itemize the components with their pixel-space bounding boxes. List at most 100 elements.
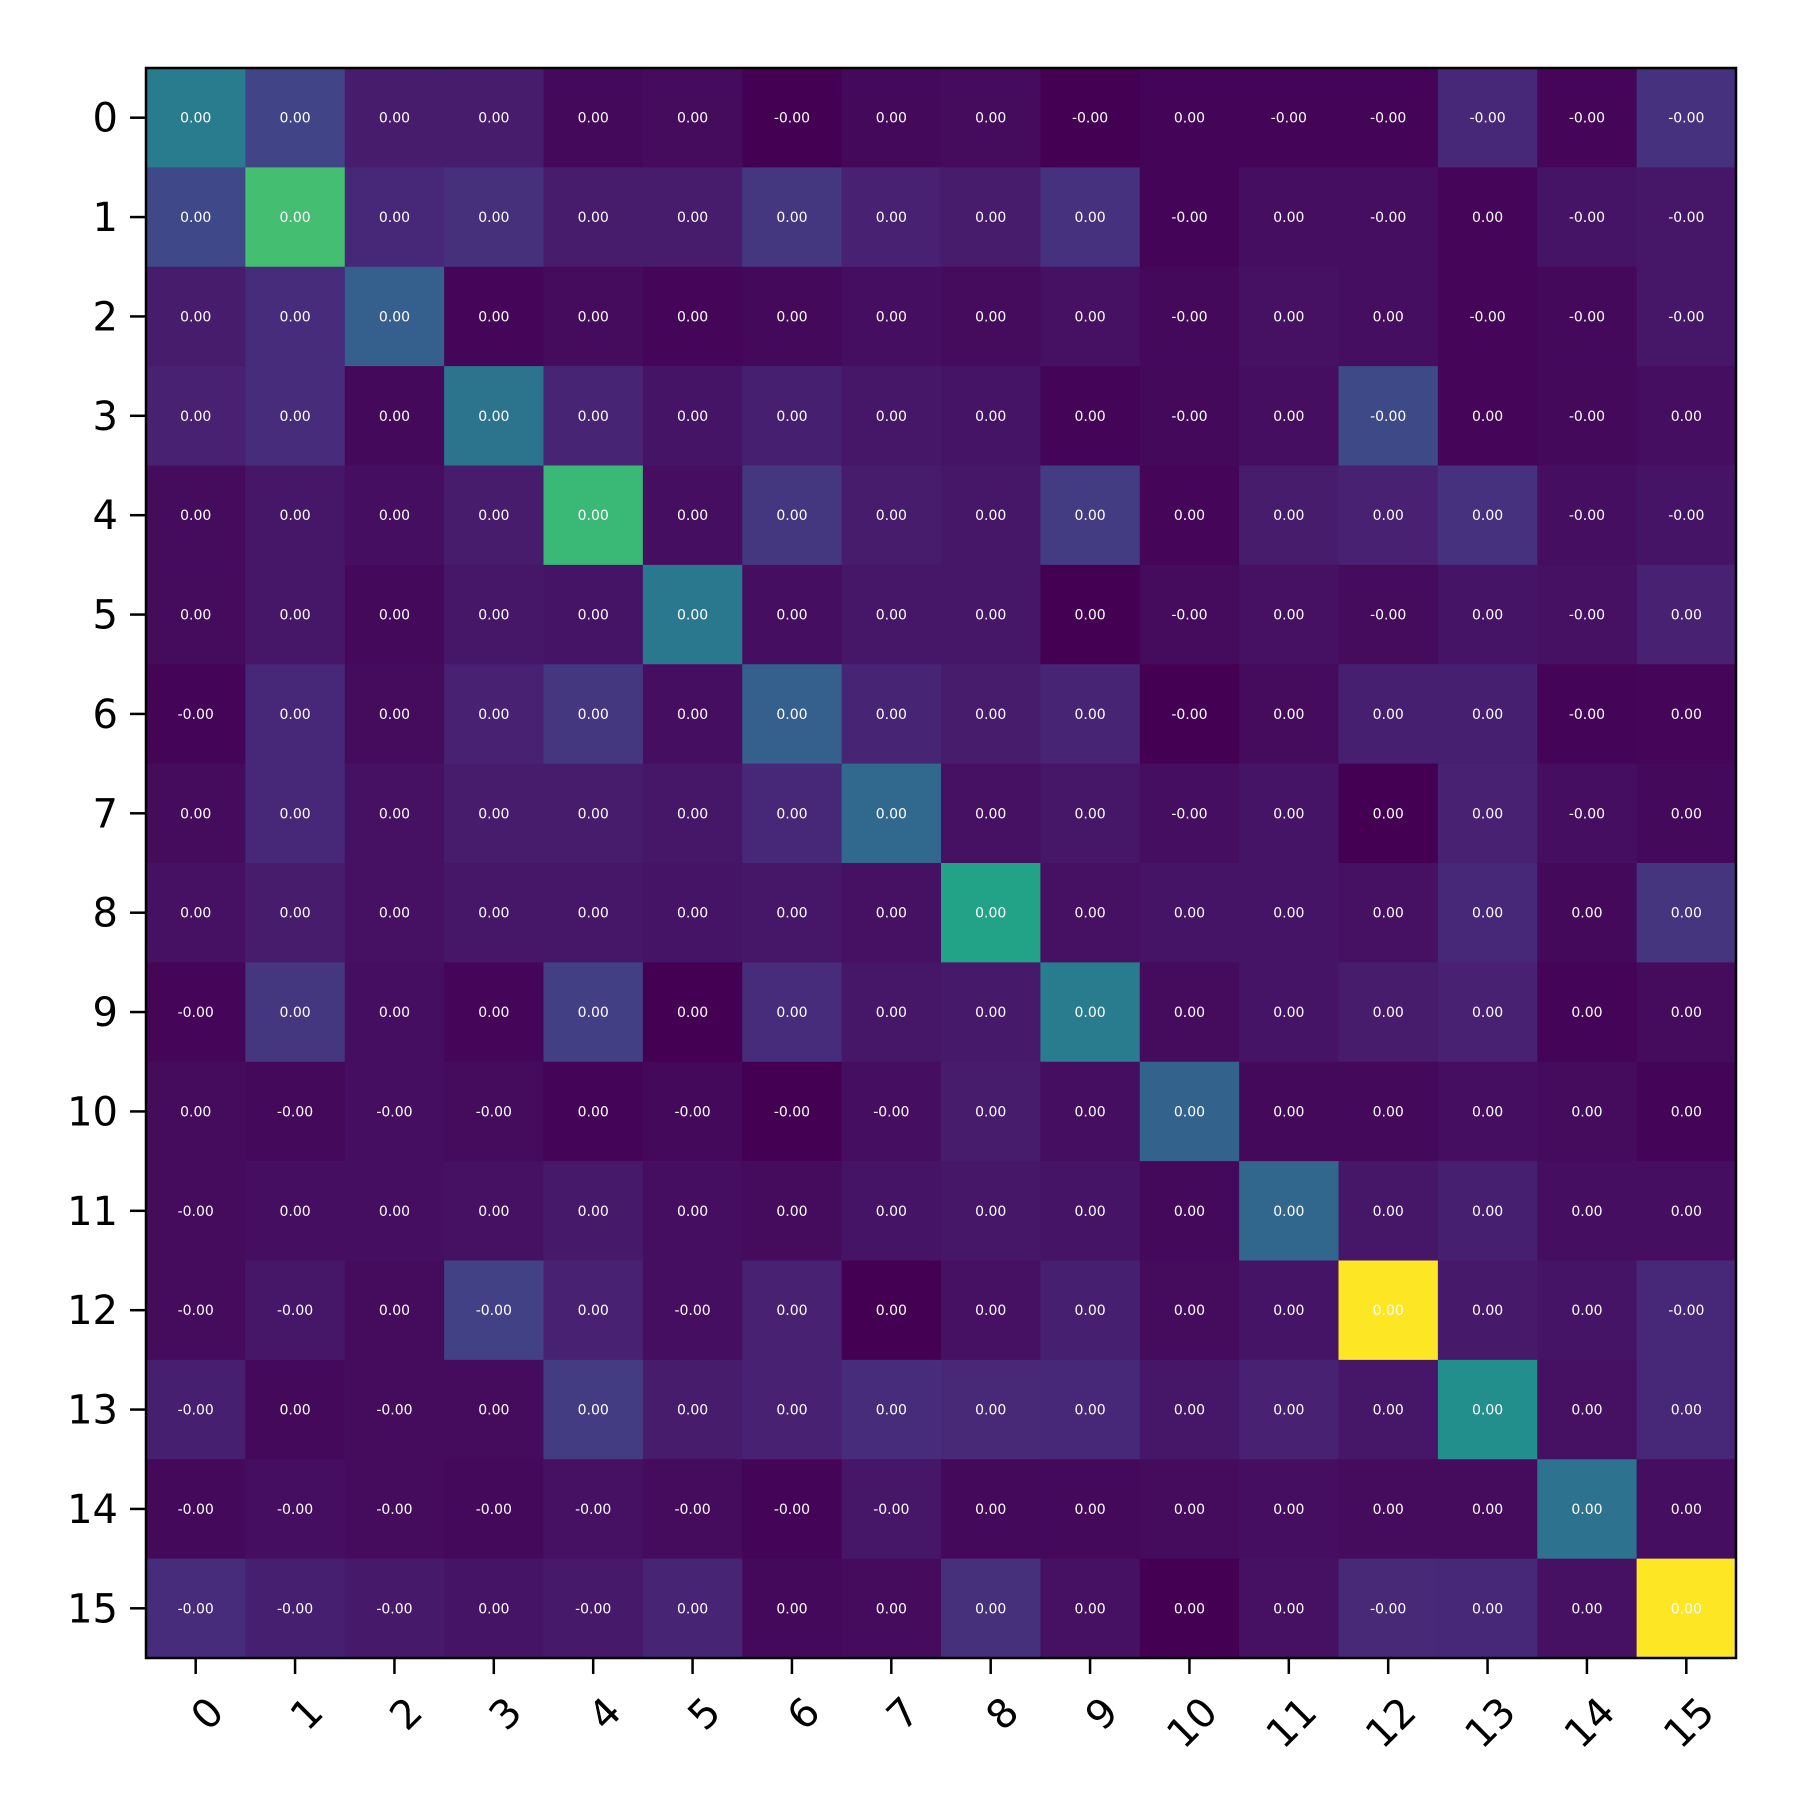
heatmap-cell (642, 1061, 743, 1162)
heatmap-cell (1338, 366, 1439, 466)
cell-value-label: 0.00 (1273, 806, 1304, 822)
heatmap-cell (146, 962, 246, 1063)
heatmap-cell (245, 68, 346, 168)
heatmap-cell (1239, 664, 1339, 765)
heatmap-cell (642, 564, 743, 665)
heatmap-cell (245, 366, 346, 466)
cell-value-label: 0.00 (975, 906, 1006, 922)
heatmap-cell (344, 1161, 445, 1261)
cell-value-label: 0.00 (975, 508, 1006, 524)
cell-value-label: 0.00 (1671, 1104, 1702, 1120)
heatmap-cell (245, 664, 346, 765)
cell-value-label: 0.00 (379, 309, 410, 325)
heatmap-cell (1537, 763, 1638, 864)
x-tick-label: 1 (282, 1689, 333, 1740)
cell-value-label: -0.00 (1668, 111, 1704, 127)
cell-value-label: 0.00 (776, 608, 807, 624)
heatmap-cell (1636, 863, 1737, 963)
cell-value-label: 0.00 (677, 1204, 708, 1220)
heatmap-cell (941, 465, 1041, 566)
cell-value-label: -0.00 (178, 1601, 214, 1617)
heatmap-cell (1040, 962, 1141, 1063)
heatmap-cell (543, 664, 644, 765)
cell-value-label: 0.00 (180, 1104, 211, 1120)
heatmap-cell (941, 962, 1041, 1063)
y-tick-label: 7 (93, 791, 118, 837)
cell-value-label: 0.00 (578, 906, 609, 922)
cell-value-label: 0.00 (876, 1303, 907, 1319)
cell-value-label: 0.00 (1174, 1502, 1205, 1518)
heatmap-cell (941, 1558, 1041, 1659)
cell-value-label: 0.00 (1472, 1104, 1503, 1120)
cell-value-label: -0.00 (277, 1104, 313, 1120)
heatmap-cell (543, 863, 644, 963)
heatmap-cell (344, 962, 445, 1063)
heatmap-cell (1239, 1359, 1339, 1460)
heatmap-cell (444, 266, 544, 367)
cell-value-label: -0.00 (476, 1104, 512, 1120)
cell-value-label: 0.00 (379, 1005, 410, 1021)
cell-value-label: 0.00 (379, 906, 410, 922)
heatmap-cell (1537, 68, 1638, 168)
cell-value-label: -0.00 (1569, 210, 1605, 226)
cell-value-label: -0.00 (1668, 210, 1704, 226)
heatmap-cell (1139, 465, 1240, 566)
heatmap-cell (543, 266, 644, 367)
cell-value-label: -0.00 (575, 1601, 611, 1617)
heatmap-cell (1338, 68, 1439, 168)
cell-value-label: 0.00 (578, 1005, 609, 1021)
cell-value-label: 0.00 (279, 409, 310, 425)
cell-value-label: -0.00 (277, 1601, 313, 1617)
cell-value-label: 0.00 (478, 806, 509, 822)
cell-value-label: -0.00 (277, 1303, 313, 1319)
heatmap-cell (444, 1359, 544, 1460)
heatmap-cell (642, 1161, 743, 1261)
cell-value-label: 0.00 (279, 806, 310, 822)
heatmap-cell (1338, 1061, 1439, 1162)
cell-value-label: 0.00 (1074, 210, 1105, 226)
heatmap-cell (1537, 465, 1638, 566)
heatmap-cell (245, 962, 346, 1063)
heatmap-cell (245, 763, 346, 864)
heatmap-cell (742, 1260, 843, 1361)
heatmap-cell (146, 1459, 246, 1560)
heatmap-cell (344, 564, 445, 665)
heatmap-cell (742, 1558, 843, 1659)
heatmap-cell (742, 266, 843, 367)
heatmap-cell (1537, 1161, 1638, 1261)
heatmap-cell (444, 664, 544, 765)
heatmap-cell (245, 564, 346, 665)
cell-value-label: 0.00 (776, 1403, 807, 1419)
heatmap-cell (1537, 962, 1638, 1063)
heatmap-cell (146, 1359, 246, 1460)
heatmap-cell (742, 167, 843, 268)
heatmap-cell (1040, 1061, 1141, 1162)
cell-value-label: 0.00 (1074, 1601, 1105, 1617)
cell-value-label: 0.00 (1373, 1204, 1404, 1220)
cell-value-label: 0.00 (379, 111, 410, 127)
cell-value-label: 0.00 (975, 1005, 1006, 1021)
heatmap-cell (543, 465, 644, 566)
heatmap-cell (344, 1558, 445, 1659)
cell-value-label: 0.00 (180, 309, 211, 325)
cell-value-label: -0.00 (1668, 309, 1704, 325)
cell-value-label: -0.00 (1469, 309, 1505, 325)
cell-value-label: 0.00 (578, 210, 609, 226)
heatmap-cell (742, 564, 843, 665)
cell-value-label: 0.00 (180, 111, 211, 127)
heatmap-cell (344, 1260, 445, 1361)
heatmap-cell (742, 664, 843, 765)
heatmap-cell (1537, 1558, 1638, 1659)
heatmap-cell (1040, 465, 1141, 566)
cell-value-label: 0.00 (578, 111, 609, 127)
cell-value-label: -0.00 (1370, 111, 1406, 127)
cell-value-label: 0.00 (1074, 309, 1105, 325)
cell-value-label: 0.00 (1074, 1403, 1105, 1419)
cell-value-label: 0.00 (776, 508, 807, 524)
heatmap-cell (1139, 1359, 1240, 1460)
cell-value-label: 0.00 (180, 210, 211, 226)
heatmap-cell (543, 366, 644, 466)
heatmap-cell (642, 863, 743, 963)
cell-value-label: 0.00 (1571, 1502, 1602, 1518)
